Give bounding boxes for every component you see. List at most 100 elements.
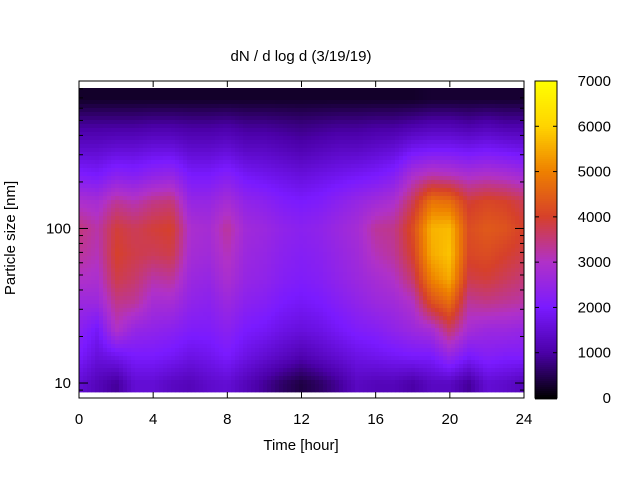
heatmap-cell [295,252,300,257]
heatmap-cell [295,140,300,145]
heatmap-cell [179,136,184,141]
heatmap-cell [519,184,524,189]
heatmap-cell [87,168,92,173]
heatmap-cell [247,156,252,161]
heatmap-cell [383,196,388,201]
heatmap-cell [235,112,240,117]
heatmap-cell [311,116,316,121]
heatmap-cell [267,88,272,93]
heatmap-cell [299,88,304,93]
heatmap-cell [411,104,416,109]
heatmap-cell [239,92,244,97]
heatmap-cell [495,224,500,229]
heatmap-cell [79,168,84,173]
heatmap-cell [459,236,464,241]
heatmap-cell [175,244,180,249]
heatmap-cell [379,260,384,265]
heatmap-cell [99,212,104,217]
heatmap-cell [491,112,496,117]
heatmap-cell [511,148,516,153]
heatmap-cell [239,184,244,189]
heatmap-cell [487,240,492,245]
heatmap-cell [235,220,240,225]
heatmap-cell [335,128,340,133]
heatmap-cell [307,100,312,105]
heatmap-cell [419,244,424,249]
heatmap-cell [187,128,192,133]
heatmap-cell [379,224,384,229]
heatmap-cell [447,256,452,261]
heatmap-cell [351,240,356,245]
heatmap-cell [339,260,344,265]
heatmap-cell [455,96,460,101]
heatmap-cell [207,116,212,121]
heatmap-cell [251,176,256,181]
heatmap-cell [491,136,496,141]
heatmap-cell [343,204,348,209]
heatmap-cell [335,196,340,201]
heatmap-cell [155,100,160,105]
heatmap-cell [211,236,216,241]
heatmap-cell [107,188,112,193]
heatmap-cell [423,212,428,217]
heatmap-cell [359,176,364,181]
heatmap-cell [515,232,520,237]
heatmap-cell [215,212,220,217]
heatmap-cell [307,160,312,165]
heatmap-cell [427,148,432,153]
heatmap-cell [467,212,472,217]
heatmap-cell [491,192,496,197]
heatmap-cell [219,100,224,105]
heatmap-cell [367,104,372,109]
heatmap-cell [419,176,424,181]
heatmap-cell [415,96,420,101]
heatmap-cell [135,88,140,93]
heatmap-cell [215,156,220,161]
heatmap-cell [331,136,336,141]
heatmap-cell [99,156,104,161]
heatmap-cell [315,248,320,253]
heatmap-cell [403,108,408,113]
heatmap-cell [235,216,240,221]
heatmap-cell [143,220,148,225]
heatmap-cell [243,208,248,213]
heatmap-cell [515,136,520,141]
heatmap-cell [267,248,272,253]
heatmap-cell [515,112,520,117]
heatmap-cell [347,212,352,217]
heatmap-cell [119,132,124,137]
heatmap-cell [355,128,360,133]
heatmap-cell [195,204,200,209]
heatmap-cell [519,100,524,105]
heatmap-cell [231,180,236,185]
heatmap-cell [487,112,492,117]
heatmap-cell [471,232,476,237]
heatmap-cell [251,128,256,133]
heatmap-cell [211,152,216,157]
heatmap-cell [407,164,412,169]
heatmap-cell [407,148,412,153]
heatmap-cell [363,240,368,245]
heatmap-cell [407,132,412,137]
heatmap-cell [123,136,128,141]
heatmap-cell [327,152,332,157]
heatmap-cell [247,140,252,145]
heatmap-cell [367,208,372,213]
heatmap-cell [339,188,344,193]
heatmap-cell [259,196,264,201]
heatmap-cell [95,236,100,241]
heatmap-cell [391,260,396,265]
heatmap-cell [79,144,84,149]
heatmap-cell [287,140,292,145]
heatmap-cell [179,224,184,229]
heatmap-cell [283,104,288,109]
heatmap-cell [515,164,520,169]
heatmap-cell [403,260,408,265]
heatmap-cell [351,232,356,237]
heatmap-cell [315,224,320,229]
heatmap-cell [271,168,276,173]
heatmap-cell [395,160,400,165]
heatmap-cell [463,212,468,217]
heatmap-cell [143,116,148,121]
heatmap-cell [143,252,148,257]
